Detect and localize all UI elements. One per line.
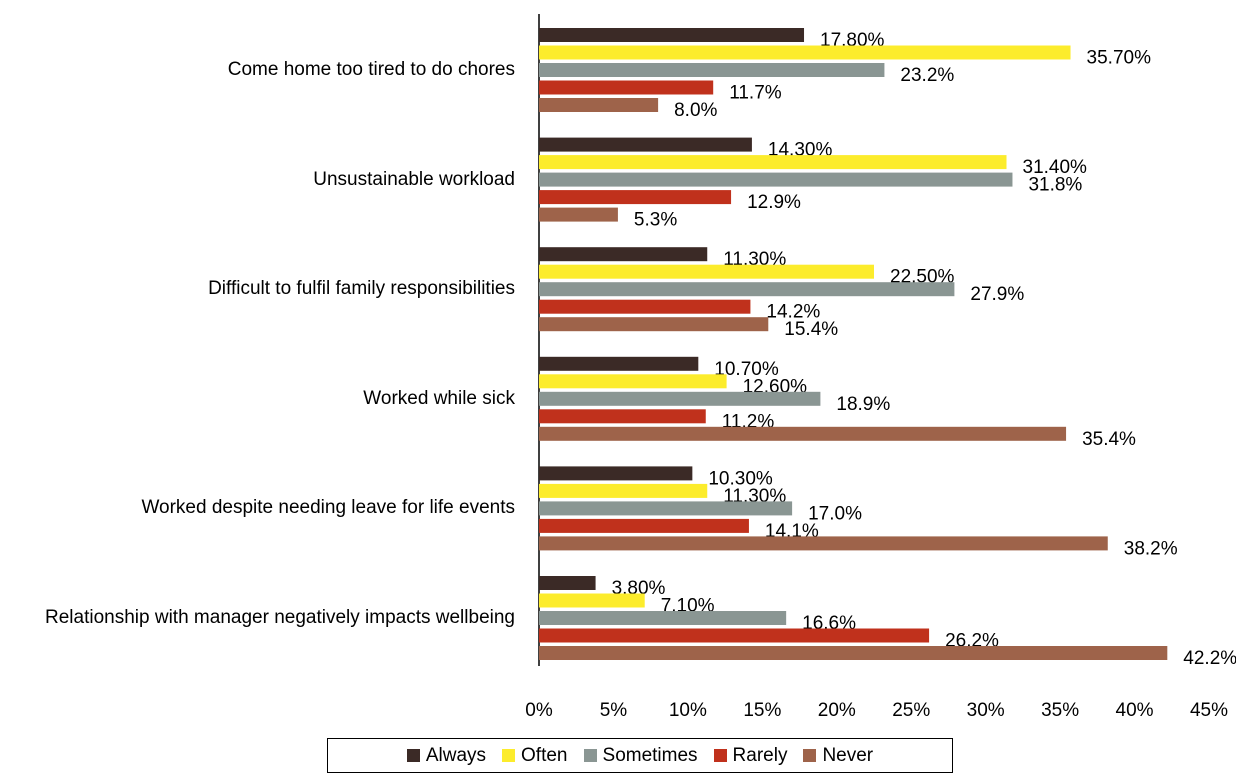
bar xyxy=(539,172,1013,187)
value-label: 5.3% xyxy=(634,210,677,231)
value-label: 35.70% xyxy=(1087,48,1152,69)
legend-label: Rarely xyxy=(732,744,788,766)
category-label: Difficult to fulfil family responsibilit… xyxy=(208,278,515,300)
value-label: 8.0% xyxy=(674,100,717,121)
x-tick-label: 35% xyxy=(1041,700,1079,721)
x-tick-label: 20% xyxy=(818,700,856,721)
legend-swatch xyxy=(583,749,597,762)
bar xyxy=(539,98,659,112)
bar xyxy=(539,518,749,533)
legend-swatch xyxy=(502,749,516,762)
legend-item: Often xyxy=(502,744,568,767)
legend-swatch xyxy=(803,749,817,762)
bar xyxy=(539,155,1007,170)
value-label: 10.30% xyxy=(708,468,773,489)
value-label: 14.2% xyxy=(766,302,820,323)
legend-item: Always xyxy=(406,744,487,767)
value-label: 42.2% xyxy=(1183,648,1236,669)
value-label: 31.8% xyxy=(1028,175,1082,196)
x-tick-label: 15% xyxy=(743,700,781,721)
bar xyxy=(539,611,787,625)
legend-swatch xyxy=(406,749,420,762)
category-label: Unsustainable workload xyxy=(313,168,515,190)
legend-label: Often xyxy=(521,744,568,766)
category-label: Come home too tired to do chores xyxy=(227,59,515,80)
legend: Always Often Sometimes Rarely Never xyxy=(327,738,953,773)
bar xyxy=(539,391,821,406)
legend-item: Sometimes xyxy=(583,744,698,767)
x-tick-label: 30% xyxy=(967,700,1005,721)
value-label: 12.9% xyxy=(747,192,801,213)
bar xyxy=(539,374,727,389)
legend-swatch xyxy=(713,749,727,762)
legend-label: Sometimes xyxy=(602,744,698,766)
bar xyxy=(539,501,793,516)
x-tick-label: 10% xyxy=(669,700,707,721)
value-label: 18.9% xyxy=(836,394,890,415)
bar xyxy=(539,28,805,42)
bar xyxy=(539,247,708,262)
bar xyxy=(539,356,699,371)
bar xyxy=(539,646,1168,660)
legend-item: Never xyxy=(803,745,873,767)
legend-label: Always xyxy=(425,744,487,766)
bar xyxy=(539,409,706,424)
category-label: Worked while sick xyxy=(363,387,515,409)
bar xyxy=(539,299,751,314)
x-tick-label: 25% xyxy=(892,700,930,721)
x-tick-label: 5% xyxy=(600,700,628,721)
bar xyxy=(539,63,885,77)
value-label: 11.7% xyxy=(729,83,782,104)
bar xyxy=(539,190,732,205)
bar xyxy=(539,466,693,481)
x-tick-label: 45% xyxy=(1190,700,1228,721)
category-label: Relationship with manager negatively imp… xyxy=(45,607,515,628)
value-label: 17.0% xyxy=(808,503,862,524)
bar xyxy=(539,207,618,222)
value-label: 23.2% xyxy=(900,65,954,86)
legend-item: Rarely xyxy=(713,744,788,767)
value-label: 31.40% xyxy=(1023,157,1088,178)
x-tick-label: 40% xyxy=(1116,700,1154,721)
bar xyxy=(539,593,645,608)
bar xyxy=(539,282,955,297)
value-label: 35.4% xyxy=(1082,429,1136,450)
bar xyxy=(539,483,708,498)
bar xyxy=(539,137,752,152)
x-tick-label: 0% xyxy=(525,700,553,721)
value-label: 15.4% xyxy=(784,319,838,340)
bar xyxy=(539,426,1067,441)
bar xyxy=(539,80,714,95)
value-label: 10.70% xyxy=(714,359,779,380)
bar xyxy=(539,536,1108,551)
bar xyxy=(539,576,596,590)
value-label: 27.9% xyxy=(970,284,1024,305)
bar xyxy=(539,264,874,279)
value-label: 38.2% xyxy=(1124,538,1178,559)
bar xyxy=(539,317,769,332)
category-label: Worked despite needing leave for life ev… xyxy=(141,497,515,519)
legend-label: Never xyxy=(822,744,874,766)
bar xyxy=(539,45,1071,60)
bar xyxy=(539,628,930,643)
